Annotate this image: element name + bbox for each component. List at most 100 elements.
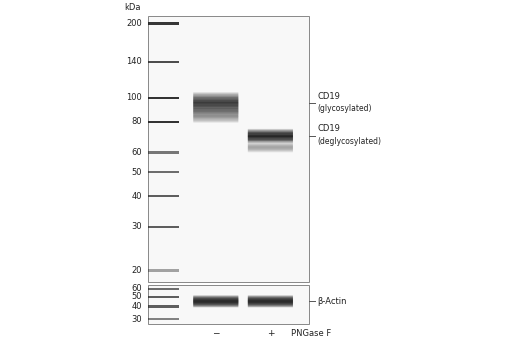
FancyBboxPatch shape [248, 136, 293, 138]
FancyBboxPatch shape [193, 97, 239, 99]
Text: 20: 20 [132, 266, 142, 275]
FancyBboxPatch shape [193, 106, 239, 107]
FancyBboxPatch shape [193, 113, 239, 114]
Text: 30: 30 [132, 223, 142, 231]
FancyBboxPatch shape [248, 135, 293, 136]
FancyBboxPatch shape [193, 113, 239, 114]
Text: 80: 80 [132, 117, 142, 126]
FancyBboxPatch shape [193, 297, 239, 298]
FancyBboxPatch shape [248, 131, 293, 132]
FancyBboxPatch shape [248, 144, 293, 145]
Text: (deglycosylated): (deglycosylated) [317, 137, 381, 146]
FancyBboxPatch shape [248, 302, 293, 303]
Text: 40: 40 [132, 191, 142, 201]
FancyBboxPatch shape [248, 148, 293, 149]
FancyBboxPatch shape [193, 98, 239, 100]
FancyBboxPatch shape [248, 302, 293, 303]
FancyBboxPatch shape [193, 118, 239, 120]
FancyBboxPatch shape [248, 296, 293, 298]
FancyBboxPatch shape [193, 299, 239, 300]
FancyBboxPatch shape [193, 298, 239, 299]
FancyBboxPatch shape [193, 305, 239, 306]
FancyBboxPatch shape [193, 110, 239, 111]
FancyBboxPatch shape [148, 285, 309, 324]
Text: kDa: kDa [124, 3, 140, 12]
FancyBboxPatch shape [248, 138, 293, 139]
Text: CD19: CD19 [317, 124, 340, 133]
FancyBboxPatch shape [248, 132, 293, 133]
FancyBboxPatch shape [248, 304, 293, 306]
FancyBboxPatch shape [248, 305, 293, 306]
FancyBboxPatch shape [193, 121, 239, 122]
Text: 200: 200 [126, 19, 142, 28]
FancyBboxPatch shape [193, 118, 239, 119]
FancyBboxPatch shape [248, 303, 293, 304]
FancyBboxPatch shape [248, 136, 293, 137]
FancyBboxPatch shape [193, 103, 239, 105]
FancyBboxPatch shape [248, 133, 293, 135]
FancyBboxPatch shape [148, 22, 179, 25]
FancyBboxPatch shape [193, 302, 239, 303]
FancyBboxPatch shape [248, 146, 293, 147]
FancyBboxPatch shape [248, 151, 293, 152]
FancyBboxPatch shape [193, 301, 239, 302]
FancyBboxPatch shape [248, 143, 293, 144]
FancyBboxPatch shape [193, 295, 239, 296]
FancyBboxPatch shape [193, 304, 239, 306]
FancyBboxPatch shape [193, 108, 239, 110]
FancyBboxPatch shape [148, 171, 179, 173]
FancyBboxPatch shape [193, 115, 239, 116]
FancyBboxPatch shape [193, 119, 239, 120]
FancyBboxPatch shape [193, 306, 239, 308]
FancyBboxPatch shape [248, 150, 293, 151]
FancyBboxPatch shape [248, 142, 293, 143]
FancyBboxPatch shape [148, 152, 179, 154]
FancyBboxPatch shape [193, 107, 239, 108]
FancyBboxPatch shape [193, 94, 239, 96]
FancyBboxPatch shape [148, 195, 179, 197]
FancyBboxPatch shape [193, 111, 239, 112]
FancyBboxPatch shape [148, 120, 179, 123]
FancyBboxPatch shape [148, 318, 179, 320]
FancyBboxPatch shape [148, 288, 179, 290]
FancyBboxPatch shape [193, 116, 239, 117]
FancyBboxPatch shape [193, 102, 239, 104]
FancyBboxPatch shape [248, 299, 293, 300]
FancyBboxPatch shape [248, 296, 293, 297]
FancyBboxPatch shape [193, 101, 239, 102]
FancyBboxPatch shape [248, 298, 293, 299]
FancyBboxPatch shape [148, 269, 179, 272]
FancyBboxPatch shape [248, 143, 293, 144]
FancyBboxPatch shape [248, 149, 293, 150]
FancyBboxPatch shape [193, 107, 239, 109]
FancyBboxPatch shape [193, 114, 239, 116]
FancyBboxPatch shape [193, 120, 239, 121]
FancyBboxPatch shape [248, 304, 293, 305]
FancyBboxPatch shape [248, 130, 293, 131]
FancyBboxPatch shape [193, 108, 239, 110]
FancyBboxPatch shape [148, 295, 179, 298]
FancyBboxPatch shape [193, 92, 239, 94]
FancyBboxPatch shape [248, 139, 293, 140]
FancyBboxPatch shape [193, 113, 239, 115]
FancyBboxPatch shape [248, 138, 293, 139]
FancyBboxPatch shape [248, 300, 293, 302]
FancyBboxPatch shape [193, 299, 239, 300]
FancyBboxPatch shape [193, 109, 239, 111]
FancyBboxPatch shape [248, 147, 293, 148]
FancyBboxPatch shape [248, 145, 293, 146]
Text: 60: 60 [132, 284, 142, 293]
FancyBboxPatch shape [248, 140, 293, 141]
FancyBboxPatch shape [248, 133, 293, 134]
FancyBboxPatch shape [248, 149, 293, 150]
FancyBboxPatch shape [193, 109, 239, 111]
FancyBboxPatch shape [248, 306, 293, 308]
FancyBboxPatch shape [193, 93, 239, 95]
FancyBboxPatch shape [193, 300, 239, 301]
FancyBboxPatch shape [148, 97, 179, 99]
FancyBboxPatch shape [248, 147, 293, 148]
FancyBboxPatch shape [248, 299, 293, 300]
FancyBboxPatch shape [193, 112, 239, 113]
FancyBboxPatch shape [193, 303, 239, 304]
FancyBboxPatch shape [193, 96, 239, 97]
